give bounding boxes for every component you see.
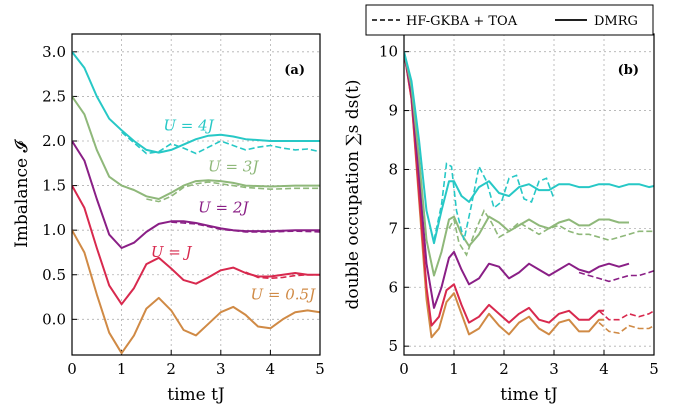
x-tick-label: 4 (266, 360, 276, 378)
plot-frame (71, 33, 321, 356)
x-axis-label: time tJ (500, 385, 558, 405)
legend-label-solid: DMRG (594, 14, 638, 29)
series-solid-line (404, 51, 604, 339)
legend: HF-GKBA + TOA DMRG (365, 4, 654, 36)
x-tick-label: 3 (549, 360, 559, 378)
y-tick-label: 10 (379, 43, 398, 61)
curve-label: U = J (151, 243, 193, 261)
x-tick-label: 5 (315, 360, 325, 378)
series-solid-line (72, 140, 320, 249)
y-tick-label: 8 (388, 160, 398, 178)
y-tick-label: 0.5 (42, 266, 66, 284)
y-tick-label: 9 (388, 102, 398, 120)
y-tick-label: 0.0 (42, 310, 66, 328)
series-solid-line (404, 51, 604, 327)
y-tick-label: 1.5 (42, 177, 66, 195)
series-solid-line (404, 51, 629, 277)
y-tick-label: 5 (388, 337, 398, 355)
series-solid-line (404, 51, 630, 309)
x-tick-label: 2 (166, 360, 176, 378)
series-solid-line (72, 229, 320, 355)
y-tick-label: 7 (388, 219, 398, 237)
y-tick-label: 2.0 (42, 132, 66, 150)
x-tick-label: 0 (67, 360, 77, 378)
y-axis-label: Imbalance 𝓘 (12, 139, 32, 248)
y-tick-label: 2.5 (42, 87, 66, 105)
series-dashed-line (146, 181, 320, 203)
series-dashed-line (433, 162, 555, 241)
series-dashed-line (598, 321, 654, 335)
x-tick-label: 5 (649, 360, 659, 378)
series-dashed-line (598, 310, 654, 321)
y-axis-label: double occupation ∑s ds(t) (343, 80, 363, 310)
x-tick-label: 4 (599, 360, 609, 378)
series-solid-line (404, 51, 654, 245)
legend-label-dashed: HF-GKBA + TOA (406, 14, 518, 29)
legend-frame (365, 4, 654, 36)
x-tick-label: 1 (449, 360, 459, 378)
curve-label: U = 3J (208, 157, 259, 175)
x-tick-label: 2 (499, 360, 509, 378)
series-solid-line (72, 95, 320, 200)
x-axis-label: time tJ (167, 385, 225, 405)
curve-label: U = 4J (163, 116, 214, 134)
panel-a-chart: 0 1 2 3 4 5 3.0 2.5 2.0 1.5 1.0 0.5 0.0 U = 4J U = 3J U… (12, 33, 325, 405)
x-tick-label: 0 (399, 360, 409, 378)
panel-label: (b) (618, 63, 639, 78)
y-tick-label: 1.0 (42, 221, 66, 239)
series-solid-line (72, 51, 320, 154)
series-dashed-line (578, 270, 654, 283)
y-tick-label: 6 (388, 278, 398, 296)
panel-label: (a) (284, 63, 305, 78)
panel-b-chart: 0 1 2 3 4 5 10 9 8 7 6 5 (b) time tJ double occupation… (343, 33, 659, 405)
series-dashed-line (448, 208, 654, 257)
x-tick-label: 1 (117, 360, 127, 378)
curve-label: U = 0.5J (250, 286, 316, 304)
x-tick-label: 3 (216, 360, 226, 378)
series-solid-line (72, 185, 320, 306)
curve-label: U = 2J (198, 198, 249, 216)
y-tick-label: 3.0 (42, 43, 66, 61)
